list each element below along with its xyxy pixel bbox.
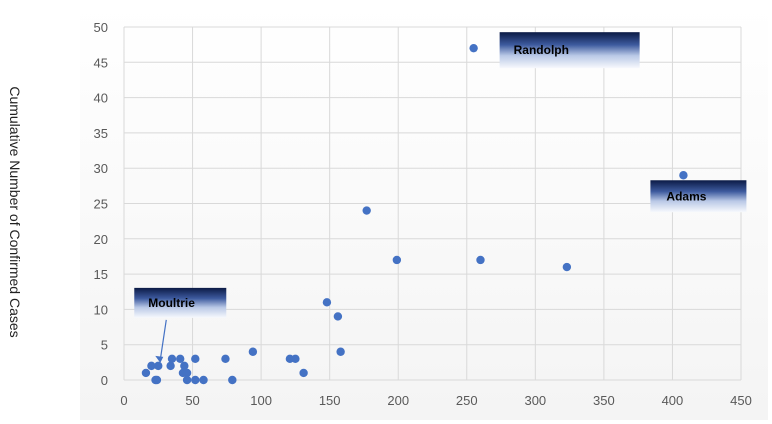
x-tick-label: 250 xyxy=(456,393,478,408)
x-tick-label: 400 xyxy=(662,393,684,408)
y-tick-label: 15 xyxy=(94,267,108,282)
data-point xyxy=(228,376,236,384)
x-tick-label: 450 xyxy=(730,393,752,408)
data-point xyxy=(199,376,207,384)
data-point xyxy=(476,256,484,264)
x-tick-label: 150 xyxy=(319,393,341,408)
y-tick-label: 20 xyxy=(94,232,108,247)
data-point xyxy=(336,348,344,356)
annotation-label: Adams xyxy=(666,189,706,203)
annotation-moultrie: Moultrie xyxy=(134,288,226,363)
y-tick-label: 5 xyxy=(101,338,108,353)
data-point xyxy=(153,376,161,384)
data-point xyxy=(469,44,477,52)
annotation-label: Moultrie xyxy=(148,296,195,310)
y-tick-label: 50 xyxy=(94,20,108,35)
data-point xyxy=(191,376,199,384)
x-tick-label: 350 xyxy=(593,393,615,408)
data-point xyxy=(679,171,687,179)
y-tick-label: 40 xyxy=(94,91,108,106)
x-tick-label: 300 xyxy=(524,393,546,408)
data-point xyxy=(393,256,401,264)
y-tick-label: 45 xyxy=(94,55,108,70)
data-point xyxy=(249,348,257,356)
data-point xyxy=(221,355,229,363)
data-point xyxy=(334,312,342,320)
data-point xyxy=(299,369,307,377)
data-point xyxy=(323,298,331,306)
x-tick-label: 200 xyxy=(387,393,409,408)
annotation-label: Randolph xyxy=(514,43,569,57)
y-tick-label: 30 xyxy=(94,161,108,176)
x-tick-label: 50 xyxy=(185,393,199,408)
data-point xyxy=(168,355,176,363)
data-point xyxy=(362,206,370,214)
annotation-adams: Adams xyxy=(650,180,746,212)
annotation-leader-line xyxy=(160,320,166,360)
data-point xyxy=(166,362,174,370)
y-tick-label: 35 xyxy=(94,126,108,141)
annotation-randolph: Randolph xyxy=(500,32,640,68)
y-tick-label: 0 xyxy=(101,373,108,388)
data-point xyxy=(291,355,299,363)
data-point xyxy=(154,362,162,370)
x-tick-label: 0 xyxy=(120,393,127,408)
data-point xyxy=(191,355,199,363)
data-point xyxy=(142,369,150,377)
y-tick-label: 25 xyxy=(94,197,108,212)
data-point xyxy=(176,355,184,363)
x-tick-label: 100 xyxy=(250,393,272,408)
data-point xyxy=(563,263,571,271)
y-tick-label: 10 xyxy=(94,302,108,317)
data-point xyxy=(183,376,191,384)
